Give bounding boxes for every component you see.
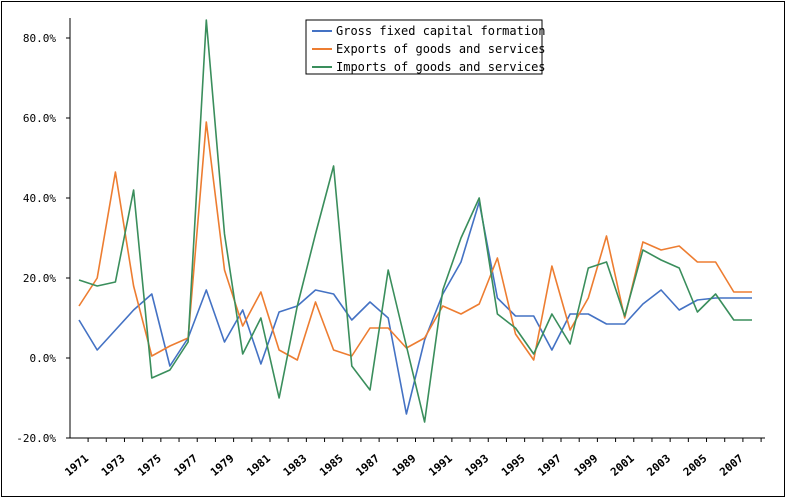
x-tick-label: 1981: [244, 452, 273, 479]
series-lines: [78, 19, 752, 423]
x-tick-label: 1987: [353, 452, 382, 479]
x-tick-label: 1973: [99, 452, 128, 479]
legend: Gross fixed capital formation Exports of …: [305, 19, 546, 75]
y-tick-label: -20.0%: [16, 432, 56, 445]
series-line-1: [78, 201, 752, 415]
y-tick-label: 40.0%: [23, 192, 56, 205]
x-tick-label: 1975: [135, 452, 164, 479]
x-tick-label: 1997: [535, 452, 564, 479]
x-tick-label: 2007: [717, 452, 746, 479]
x-tick-label: 2001: [608, 452, 637, 479]
y-axis-ticks: -20.0% 0.0% 20.0% 40.0% 60.0% 80.0%: [16, 32, 70, 445]
x-tick-label: 1999: [572, 452, 601, 479]
y-tick-label: 60.0%: [23, 112, 56, 125]
axes: [69, 18, 765, 439]
legend-label: Gross fixed capital formation: [336, 24, 546, 38]
x-tick-label: 2003: [644, 452, 673, 479]
x-tick-label: 1991: [426, 452, 455, 479]
x-tick-label: 1971: [62, 452, 91, 479]
series-line-3: [78, 19, 752, 423]
legend-label: Imports of goods and services: [336, 60, 546, 74]
x-tick-label: 2005: [681, 452, 710, 479]
x-tick-label: 1985: [317, 452, 346, 479]
x-tick-label: 1977: [172, 452, 201, 479]
x-tick-label: 1983: [281, 452, 310, 479]
series-line-2: [78, 121, 752, 361]
x-tick-label: 1989: [390, 452, 419, 479]
y-tick-label: 80.0%: [23, 32, 56, 45]
legend-box: [305, 19, 543, 75]
x-axis-ticks: 1971 1973 1975 1977 1979 1981 1983 1985 1987 1989…: [62, 438, 762, 479]
x-tick-label: 1995: [499, 452, 528, 479]
y-tick-label: 0.0%: [30, 352, 57, 365]
x-tick-label: 1979: [208, 452, 237, 479]
x-tick-label: 1993: [463, 452, 492, 479]
y-tick-label: 20.0%: [23, 272, 56, 285]
legend-label: Exports of goods and services: [336, 42, 546, 56]
